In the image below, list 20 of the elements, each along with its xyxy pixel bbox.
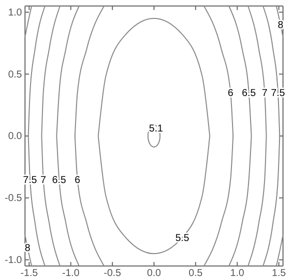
y-tick-label: 0.5 bbox=[8, 69, 22, 80]
x-tick-label: 0.0 bbox=[147, 268, 162, 280]
x-tick-label: -1.0 bbox=[62, 268, 80, 280]
x-tick-label: -0.5 bbox=[104, 268, 122, 280]
series-label: 6 bbox=[228, 88, 234, 100]
text: 6.5 bbox=[52, 174, 66, 186]
annotation: 5.1 bbox=[149, 124, 164, 134]
series-label: 7 bbox=[262, 88, 268, 100]
series-label: 6.5 bbox=[242, 88, 256, 100]
y-tick-label: 0.0 bbox=[8, 131, 22, 142]
y-tick-label: -1.0 bbox=[4, 255, 22, 266]
text: 7 bbox=[40, 174, 46, 186]
x-tick-label: 0.5 bbox=[188, 268, 203, 280]
x-tick-label: 1.5 bbox=[272, 268, 286, 280]
y-tick-label: -0.5 bbox=[4, 193, 22, 204]
x-tick-label: -1.5 bbox=[20, 268, 38, 280]
x-tick-label: 1.0 bbox=[230, 268, 245, 280]
text: 6 bbox=[74, 174, 80, 186]
y-tick-label: 1.0 bbox=[8, 7, 22, 18]
series-label: 5.5 bbox=[175, 233, 190, 244]
